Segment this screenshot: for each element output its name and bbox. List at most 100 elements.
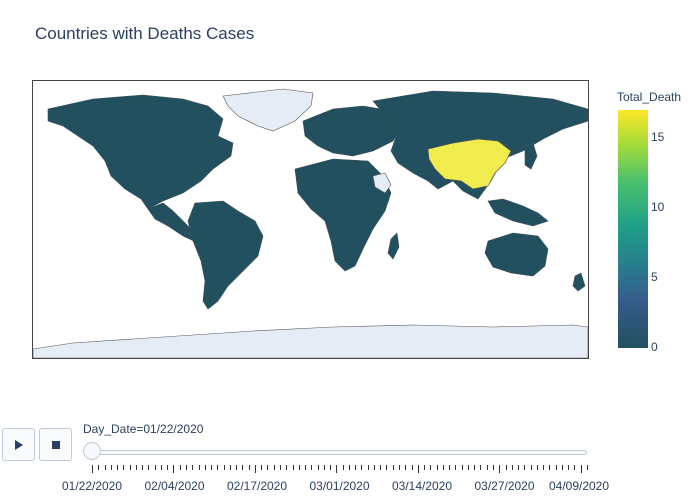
slider-tick [555, 465, 557, 470]
slider-tick [405, 465, 407, 470]
slider-tick [298, 465, 300, 470]
slider-tick [480, 465, 482, 470]
slider-tick [580, 465, 582, 473]
slider-tick [342, 465, 344, 470]
slider-tick [461, 465, 463, 470]
slider-tick [348, 465, 350, 470]
slider-tick [367, 465, 369, 470]
chart-title: Countries with Deaths Cases [35, 24, 255, 43]
slider-tick [336, 465, 338, 473]
play-button[interactable] [2, 428, 35, 461]
slider-ticks [92, 465, 589, 473]
slider-tick [135, 465, 137, 470]
slider-tick [323, 465, 325, 470]
slider-date-label[interactable]: 03/27/2020 [474, 479, 535, 493]
slider-date-label[interactable]: 02/04/2020 [144, 479, 205, 493]
slider-tick [98, 465, 100, 470]
slider-tick [185, 465, 187, 470]
slider-tick [493, 465, 494, 470]
slider-tick [198, 465, 200, 470]
europe[interactable] [302, 105, 404, 157]
slider-tick [455, 465, 457, 470]
slider-tick [110, 465, 112, 470]
north-america[interactable] [47, 94, 234, 210]
slider-tick [411, 465, 413, 470]
slider-date-label[interactable]: 01/22/2020 [61, 479, 123, 493]
slider-tick [474, 465, 476, 470]
colorbar-title: Total_Death [617, 90, 682, 104]
greenland[interactable] [222, 88, 314, 132]
china[interactable] [427, 138, 512, 190]
slider-tick [568, 465, 570, 470]
slider-tick [373, 465, 375, 470]
slider-tick [179, 465, 181, 470]
slider-tick [217, 465, 219, 470]
slider-tick [449, 465, 451, 470]
slider-tick [330, 465, 332, 470]
colorbar-tick: 0 [651, 340, 658, 354]
slider-tick [386, 465, 388, 470]
slider-tick [417, 465, 419, 473]
slider-tick [518, 465, 520, 470]
new-zealand[interactable] [572, 272, 586, 292]
slider-tick [587, 465, 588, 470]
slider-tick [317, 465, 319, 470]
slider-tick [142, 465, 144, 470]
slider-date-label[interactable]: 03/01/2020 [309, 479, 370, 493]
slider-tick [92, 465, 93, 473]
stop-icon [51, 440, 60, 449]
slider-tick [104, 465, 106, 470]
slider-tick [154, 465, 156, 470]
slider-tick [536, 465, 538, 470]
world-map[interactable] [32, 80, 589, 359]
slider-handle[interactable] [83, 442, 101, 460]
slider-tick [292, 465, 294, 470]
slider-tick [248, 465, 250, 470]
slider-tick [236, 465, 238, 470]
slider-tick [267, 465, 269, 470]
slider-tick [355, 465, 357, 470]
slider-tick [505, 465, 507, 470]
slider-tick [167, 465, 169, 470]
slider-tick [442, 465, 444, 470]
slider-tick [399, 465, 401, 470]
slider-tick [229, 465, 231, 470]
map-canvas[interactable] [33, 81, 588, 358]
slider-current-value: Day_Date=01/22/2020 [83, 422, 204, 436]
colorbar [618, 110, 648, 348]
slider-date-label[interactable]: 02/17/2020 [226, 479, 288, 493]
colorbar-tick: 15 [651, 130, 665, 144]
japan[interactable] [524, 142, 538, 170]
slider-tick [530, 465, 532, 470]
slider-date-label[interactable]: 03/14/2020 [391, 479, 453, 493]
slider-tick [561, 465, 563, 470]
madagascar[interactable] [387, 232, 400, 260]
colorbar-tick: 5 [651, 270, 658, 284]
slider-tick [242, 465, 244, 470]
slider-tick [543, 465, 545, 470]
slider-tick [361, 465, 363, 470]
slider-tick [574, 465, 576, 470]
antarctica[interactable] [33, 324, 588, 358]
slider-tick [311, 465, 313, 470]
slider-tick [261, 465, 263, 470]
southeast-asia[interactable] [487, 198, 549, 227]
slider-tick [549, 465, 551, 470]
slider-tick [173, 465, 175, 473]
slider-tick [211, 465, 213, 470]
slider-rail[interactable] [92, 450, 587, 455]
stop-button[interactable] [39, 428, 72, 461]
africa[interactable] [294, 158, 392, 272]
slider-tick [254, 465, 256, 473]
slider-tick [204, 465, 206, 470]
slider-tick [467, 465, 469, 470]
arabia[interactable] [372, 172, 392, 194]
slider-tick [160, 465, 162, 470]
play-icon [14, 439, 23, 450]
south-america[interactable] [187, 200, 264, 310]
colorbar-tick: 10 [651, 200, 665, 214]
australia[interactable] [484, 232, 549, 277]
slider-tick [273, 465, 275, 470]
slider-tick [436, 465, 438, 470]
slider-date-label[interactable]: 04/09/2020 [548, 479, 610, 493]
